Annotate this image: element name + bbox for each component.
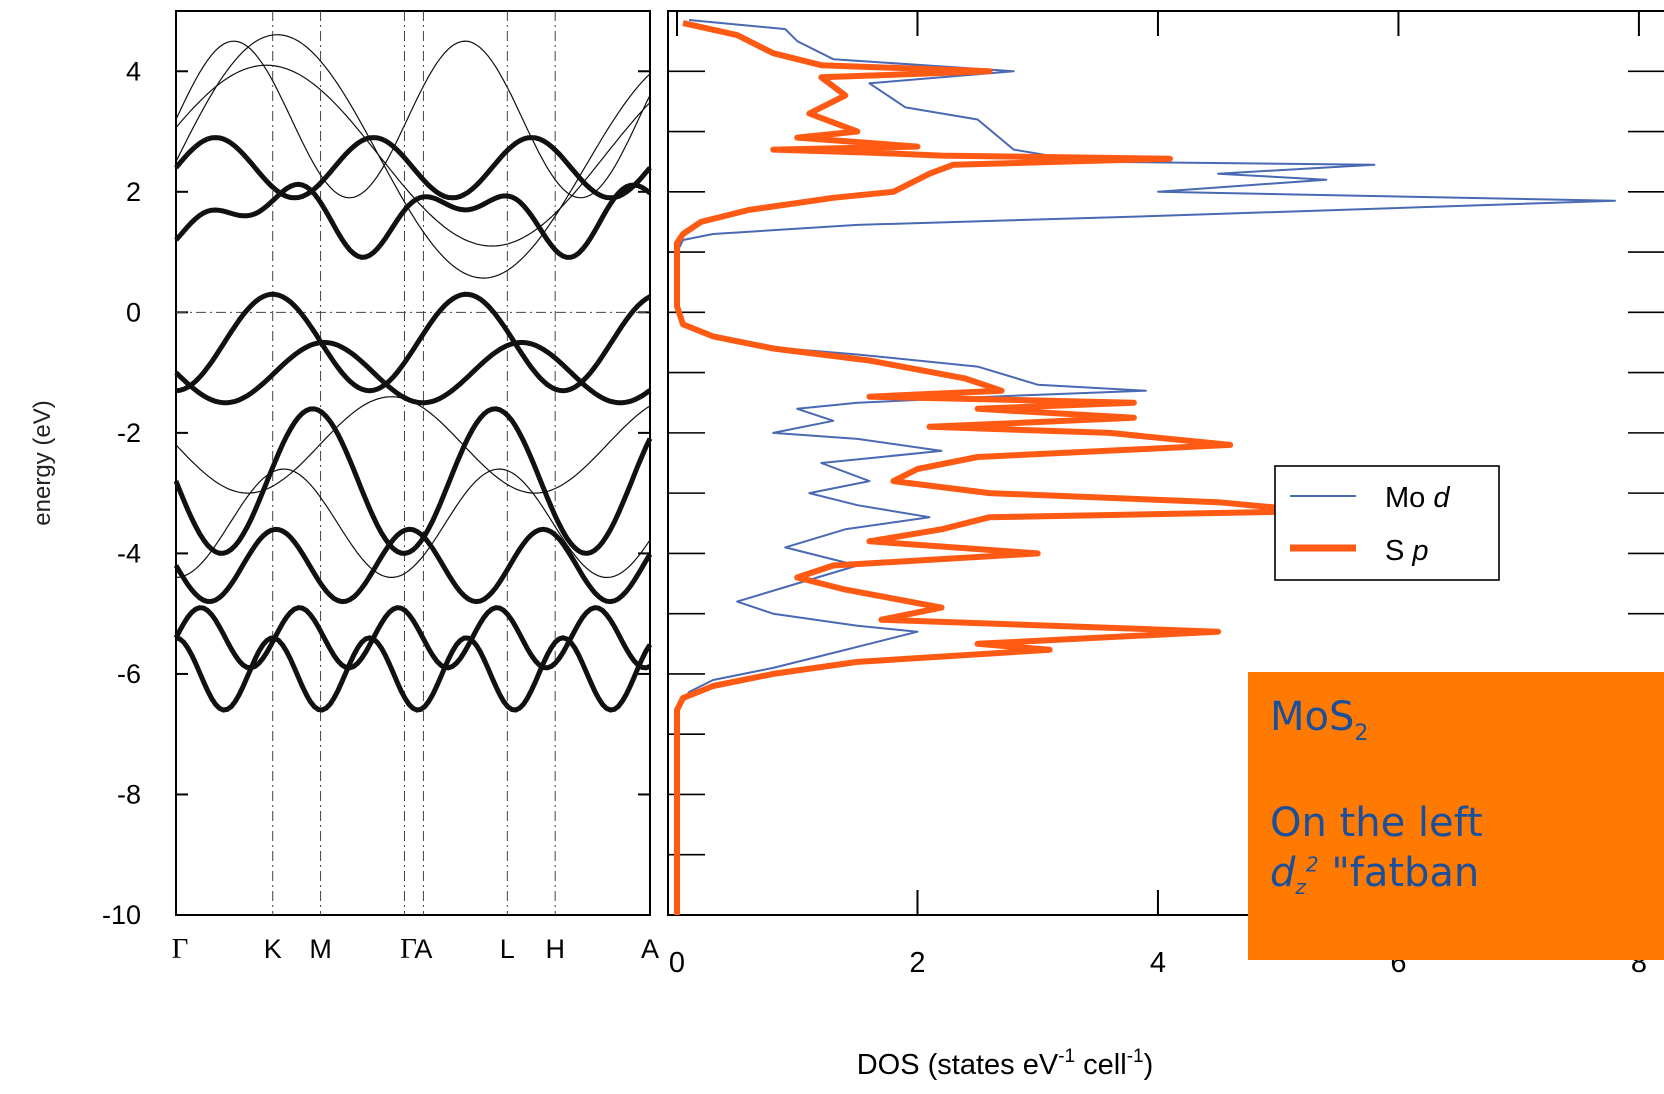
band-curve <box>175 635 653 713</box>
kpoint-label: K <box>264 934 282 964</box>
band-curve <box>175 291 652 394</box>
band-plot-frame <box>175 10 651 916</box>
caption-overlay-box: MoS2 On the left dz2 "fatban <box>1248 672 1664 960</box>
legend-label-mo-d-main: Mo <box>1385 482 1433 514</box>
band-curve <box>173 605 651 671</box>
y-tick-label: -8 <box>117 779 141 809</box>
band-curve <box>173 526 653 605</box>
kpoint-label: M <box>309 934 332 964</box>
y-axis-title: energy (eV) <box>29 400 56 525</box>
legend-label-mo-d: Mo d <box>1385 482 1450 514</box>
x-tick-label: 0 <box>669 947 685 979</box>
dos-plot-frame <box>667 10 1664 916</box>
formula-label: MoS2 <box>1270 694 1369 746</box>
y-tick-label: -6 <box>117 659 141 689</box>
x-axis-title: DOS (states eV-1 cell-1) <box>857 1046 1154 1081</box>
band-curve <box>175 64 651 247</box>
y-tick-label: -2 <box>117 418 141 448</box>
y-tick-label: -10 <box>102 900 141 930</box>
band-curve <box>175 468 651 579</box>
kpoint-label: H <box>545 934 565 964</box>
dos-series <box>674 19 1616 915</box>
band-curve <box>174 181 652 260</box>
band-curve <box>175 34 651 279</box>
kpoint-labels: Γ K M ΓA L H A <box>172 933 659 965</box>
band-structure-panel: 420-2-4-6-8-10 Γ K M ΓA L H A energy (eV) <box>29 10 659 965</box>
x-tick-label: 4 <box>1150 947 1166 979</box>
band-y-ticks: 4 2 0 -2 -4 -6 -8 -10 <box>102 56 650 930</box>
band-curve <box>173 406 653 556</box>
y-tick-label: -4 <box>117 538 141 568</box>
kpoint-label: L <box>500 934 515 964</box>
legend: Mo d S p <box>1274 465 1500 581</box>
band-curve <box>174 135 652 201</box>
y-tick-label: 2 <box>126 177 141 207</box>
band-curve <box>175 40 651 199</box>
x-tick-label: 2 <box>909 947 925 979</box>
y-tick-label: 0 <box>126 297 141 327</box>
kpoint-label: A <box>414 934 432 964</box>
kpoint-label: A <box>641 934 659 964</box>
legend-label-s-p-main: S <box>1385 535 1412 567</box>
band-curve <box>174 340 652 406</box>
y-tick-label: 4 <box>126 56 141 86</box>
caption-line-2: dz2 "fatban <box>1270 850 1480 899</box>
caption-line-1: On the left <box>1270 800 1483 846</box>
legend-label-s-p: S p <box>1385 535 1429 567</box>
kpoint-label: Γ <box>172 933 189 965</box>
band-curves <box>173 34 653 713</box>
kpoint-label: Γ <box>400 933 417 965</box>
band-curve <box>175 396 651 494</box>
x-axis-title-text: DOS (states eV <box>857 1049 1059 1081</box>
dos-series-line <box>674 20 1318 915</box>
kpoint-divider-lines <box>176 11 650 915</box>
legend-box <box>1274 465 1500 581</box>
